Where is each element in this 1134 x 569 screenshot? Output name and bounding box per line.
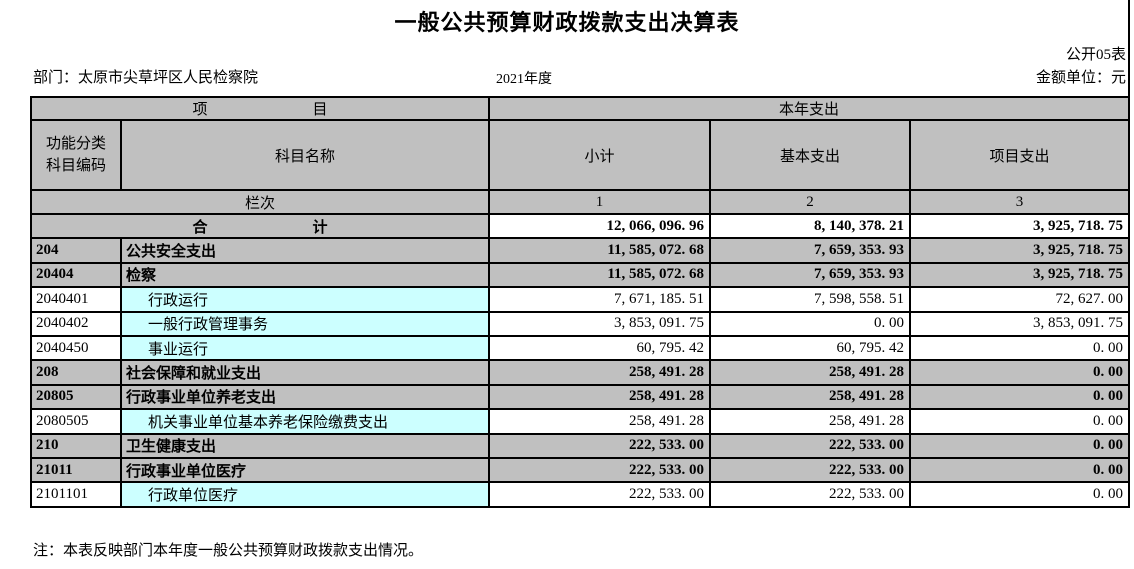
basic-cell: 7, 659, 353. 93 <box>709 261 912 289</box>
project-cell: 3, 853, 091. 75 <box>909 310 1131 337</box>
header-project-column: 项目支出 <box>909 119 1131 191</box>
name-cell: 行政事业单位医疗 <box>119 456 491 484</box>
table-row-total: 合 计 12, 066, 096. 96 8, 140, 378. 21 3, … <box>29 212 1131 240</box>
subtotal-cell: 11, 585, 072. 68 <box>488 237 712 264</box>
basic-cell: 258, 491. 28 <box>709 408 912 435</box>
header-current-year-group: 本年支出 <box>488 96 1131 121</box>
header-row-indexes: 栏次 1 2 3 <box>29 189 1131 215</box>
subtotal-cell: 222, 533. 00 <box>488 432 712 459</box>
subtotal-cell: 258, 491. 28 <box>488 408 712 435</box>
total-project: 3, 925, 718. 75 <box>909 212 1131 240</box>
code-cell: 20805 <box>30 383 122 411</box>
name-cell: 检察 <box>119 261 491 289</box>
name-cell: 机关事业单位基本养老保险缴费支出 <box>119 408 491 435</box>
basic-cell: 7, 659, 353. 93 <box>709 237 912 264</box>
project-cell: 3, 925, 718. 75 <box>909 237 1131 264</box>
basic-cell: 258, 491. 28 <box>709 359 912 386</box>
table-row-category: 208 社会保障和就业支出 258, 491. 28 258, 491. 28 … <box>30 359 1131 386</box>
table-row-detail: 2080505 机关事业单位基本养老保险缴费支出 258, 491. 28 25… <box>30 408 1131 435</box>
project-cell: 3, 925, 718. 75 <box>909 261 1131 289</box>
name-cell: 行政事业单位养老支出 <box>119 383 491 411</box>
code-cell: 2040402 <box>30 310 122 337</box>
code-cell: 2101101 <box>30 481 122 508</box>
header-row-columns: 功能分类 科目编码 科目名称 小计 基本支出 项目支出 <box>30 119 1131 191</box>
header-code-line1: 功能分类 <box>45 136 106 152</box>
name-cell: 事业运行 <box>119 334 491 362</box>
form-code-label: 公开05表 <box>1065 47 1126 63</box>
total-basic: 8, 140, 378. 21 <box>709 212 912 240</box>
header-item-group: 项 目 <box>29 96 491 121</box>
total-subtotal: 12, 066, 096. 96 <box>488 212 712 240</box>
header-basic-column: 基本支出 <box>709 119 912 191</box>
basic-cell: 222, 533. 00 <box>709 481 912 508</box>
code-cell: 208 <box>30 359 122 386</box>
name-cell: 行政单位医疗 <box>119 481 491 508</box>
subtotal-cell: 222, 533. 00 <box>488 456 712 484</box>
header-name-column: 科目名称 <box>119 119 491 191</box>
footnote: 注：本表反映部门本年度一般公共预算财政拨款支出情况。 <box>33 543 424 559</box>
code-cell: 21011 <box>30 456 122 484</box>
table-row-category: 21011 行政事业单位医疗 222, 533. 00 222, 533. 00… <box>30 456 1131 484</box>
subtotal-cell: 11, 585, 072. 68 <box>488 261 712 289</box>
header-code-line2: 科目编码 <box>45 158 106 174</box>
page-title: 一般公共预算财政拨款支出决算表 <box>394 10 740 35</box>
basic-cell: 0. 00 <box>709 310 912 337</box>
name-cell: 社会保障和就业支出 <box>119 359 491 386</box>
code-cell: 210 <box>30 432 122 459</box>
name-cell: 卫生健康支出 <box>119 432 491 459</box>
meta-row: 部门：太原市尖草坪区人民检察院 2021年度 金额单位：元 <box>0 66 1134 90</box>
department-label: 部门：太原市尖草坪区人民检察院 <box>33 70 259 86</box>
code-cell: 204 <box>30 237 122 264</box>
column-index-3: 3 <box>909 189 1131 215</box>
code-cell: 2040401 <box>30 286 122 313</box>
table-row-detail: 2040402 一般行政管理事务 3, 853, 091. 75 0. 00 3… <box>30 310 1131 337</box>
column-index-1: 1 <box>488 189 712 215</box>
table-row-category: 20805 行政事业单位养老支出 258, 491. 28 258, 491. … <box>30 383 1131 411</box>
subtotal-cell: 222, 533. 00 <box>488 481 712 508</box>
basic-cell: 60, 795. 42 <box>709 334 912 362</box>
basic-cell: 222, 533. 00 <box>709 432 912 459</box>
subtotal-cell: 258, 491. 28 <box>488 359 712 386</box>
basic-cell: 7, 598, 558. 51 <box>709 286 912 313</box>
basic-cell: 222, 533. 00 <box>709 456 912 484</box>
basic-cell: 258, 491. 28 <box>709 383 912 411</box>
project-cell: 0. 00 <box>909 359 1131 386</box>
subtotal-cell: 60, 795. 42 <box>488 334 712 362</box>
name-cell: 公共安全支出 <box>119 237 491 264</box>
project-cell: 0. 00 <box>909 408 1131 435</box>
code-cell: 20404 <box>30 261 122 289</box>
table-row-category: 20404 检察 11, 585, 072. 68 7, 659, 353. 9… <box>30 261 1131 289</box>
code-cell: 2040450 <box>30 334 122 362</box>
project-cell: 0. 00 <box>909 432 1131 459</box>
project-cell: 0. 00 <box>909 334 1131 362</box>
name-cell: 行政运行 <box>119 286 491 313</box>
header-subtotal-column: 小计 <box>488 119 712 191</box>
table-row-category: 210 卫生健康支出 222, 533. 00 222, 533. 00 0. … <box>30 432 1131 459</box>
subtotal-cell: 258, 491. 28 <box>488 383 712 411</box>
project-cell: 72, 627. 00 <box>909 286 1131 313</box>
right-edge-line <box>1128 0 1130 96</box>
header-code-column: 功能分类 科目编码 <box>30 119 122 191</box>
name-cell: 一般行政管理事务 <box>119 310 491 337</box>
project-cell: 0. 00 <box>909 383 1131 411</box>
table-row-detail: 2040401 行政运行 7, 671, 185. 51 7, 598, 558… <box>30 286 1131 313</box>
project-cell: 0. 00 <box>909 481 1131 508</box>
table-row-category: 204 公共安全支出 11, 585, 072. 68 7, 659, 353.… <box>30 237 1131 264</box>
code-cell: 2080505 <box>30 408 122 435</box>
column-index-label: 栏次 <box>29 189 491 215</box>
table-row-detail: 2101101 行政单位医疗 222, 533. 00 222, 533. 00… <box>30 481 1131 508</box>
fiscal-year-label: 2021年度 <box>496 72 552 87</box>
expenditure-table: 项 目 本年支出 功能分类 科目编码 科目名称 小计 基本支出 项目支出 栏次 … <box>29 96 1131 508</box>
project-cell: 0. 00 <box>909 456 1131 484</box>
subtotal-cell: 3, 853, 091. 75 <box>488 310 712 337</box>
subtotal-cell: 7, 671, 185. 51 <box>488 286 712 313</box>
table-row-detail: 2040450 事业运行 60, 795. 42 60, 795. 42 0. … <box>30 334 1131 362</box>
unit-label: 金额单位：元 <box>1035 70 1126 86</box>
total-label: 合 计 <box>29 212 491 240</box>
header-row-groups: 项 目 本年支出 <box>29 96 1131 121</box>
column-index-2: 2 <box>709 189 912 215</box>
